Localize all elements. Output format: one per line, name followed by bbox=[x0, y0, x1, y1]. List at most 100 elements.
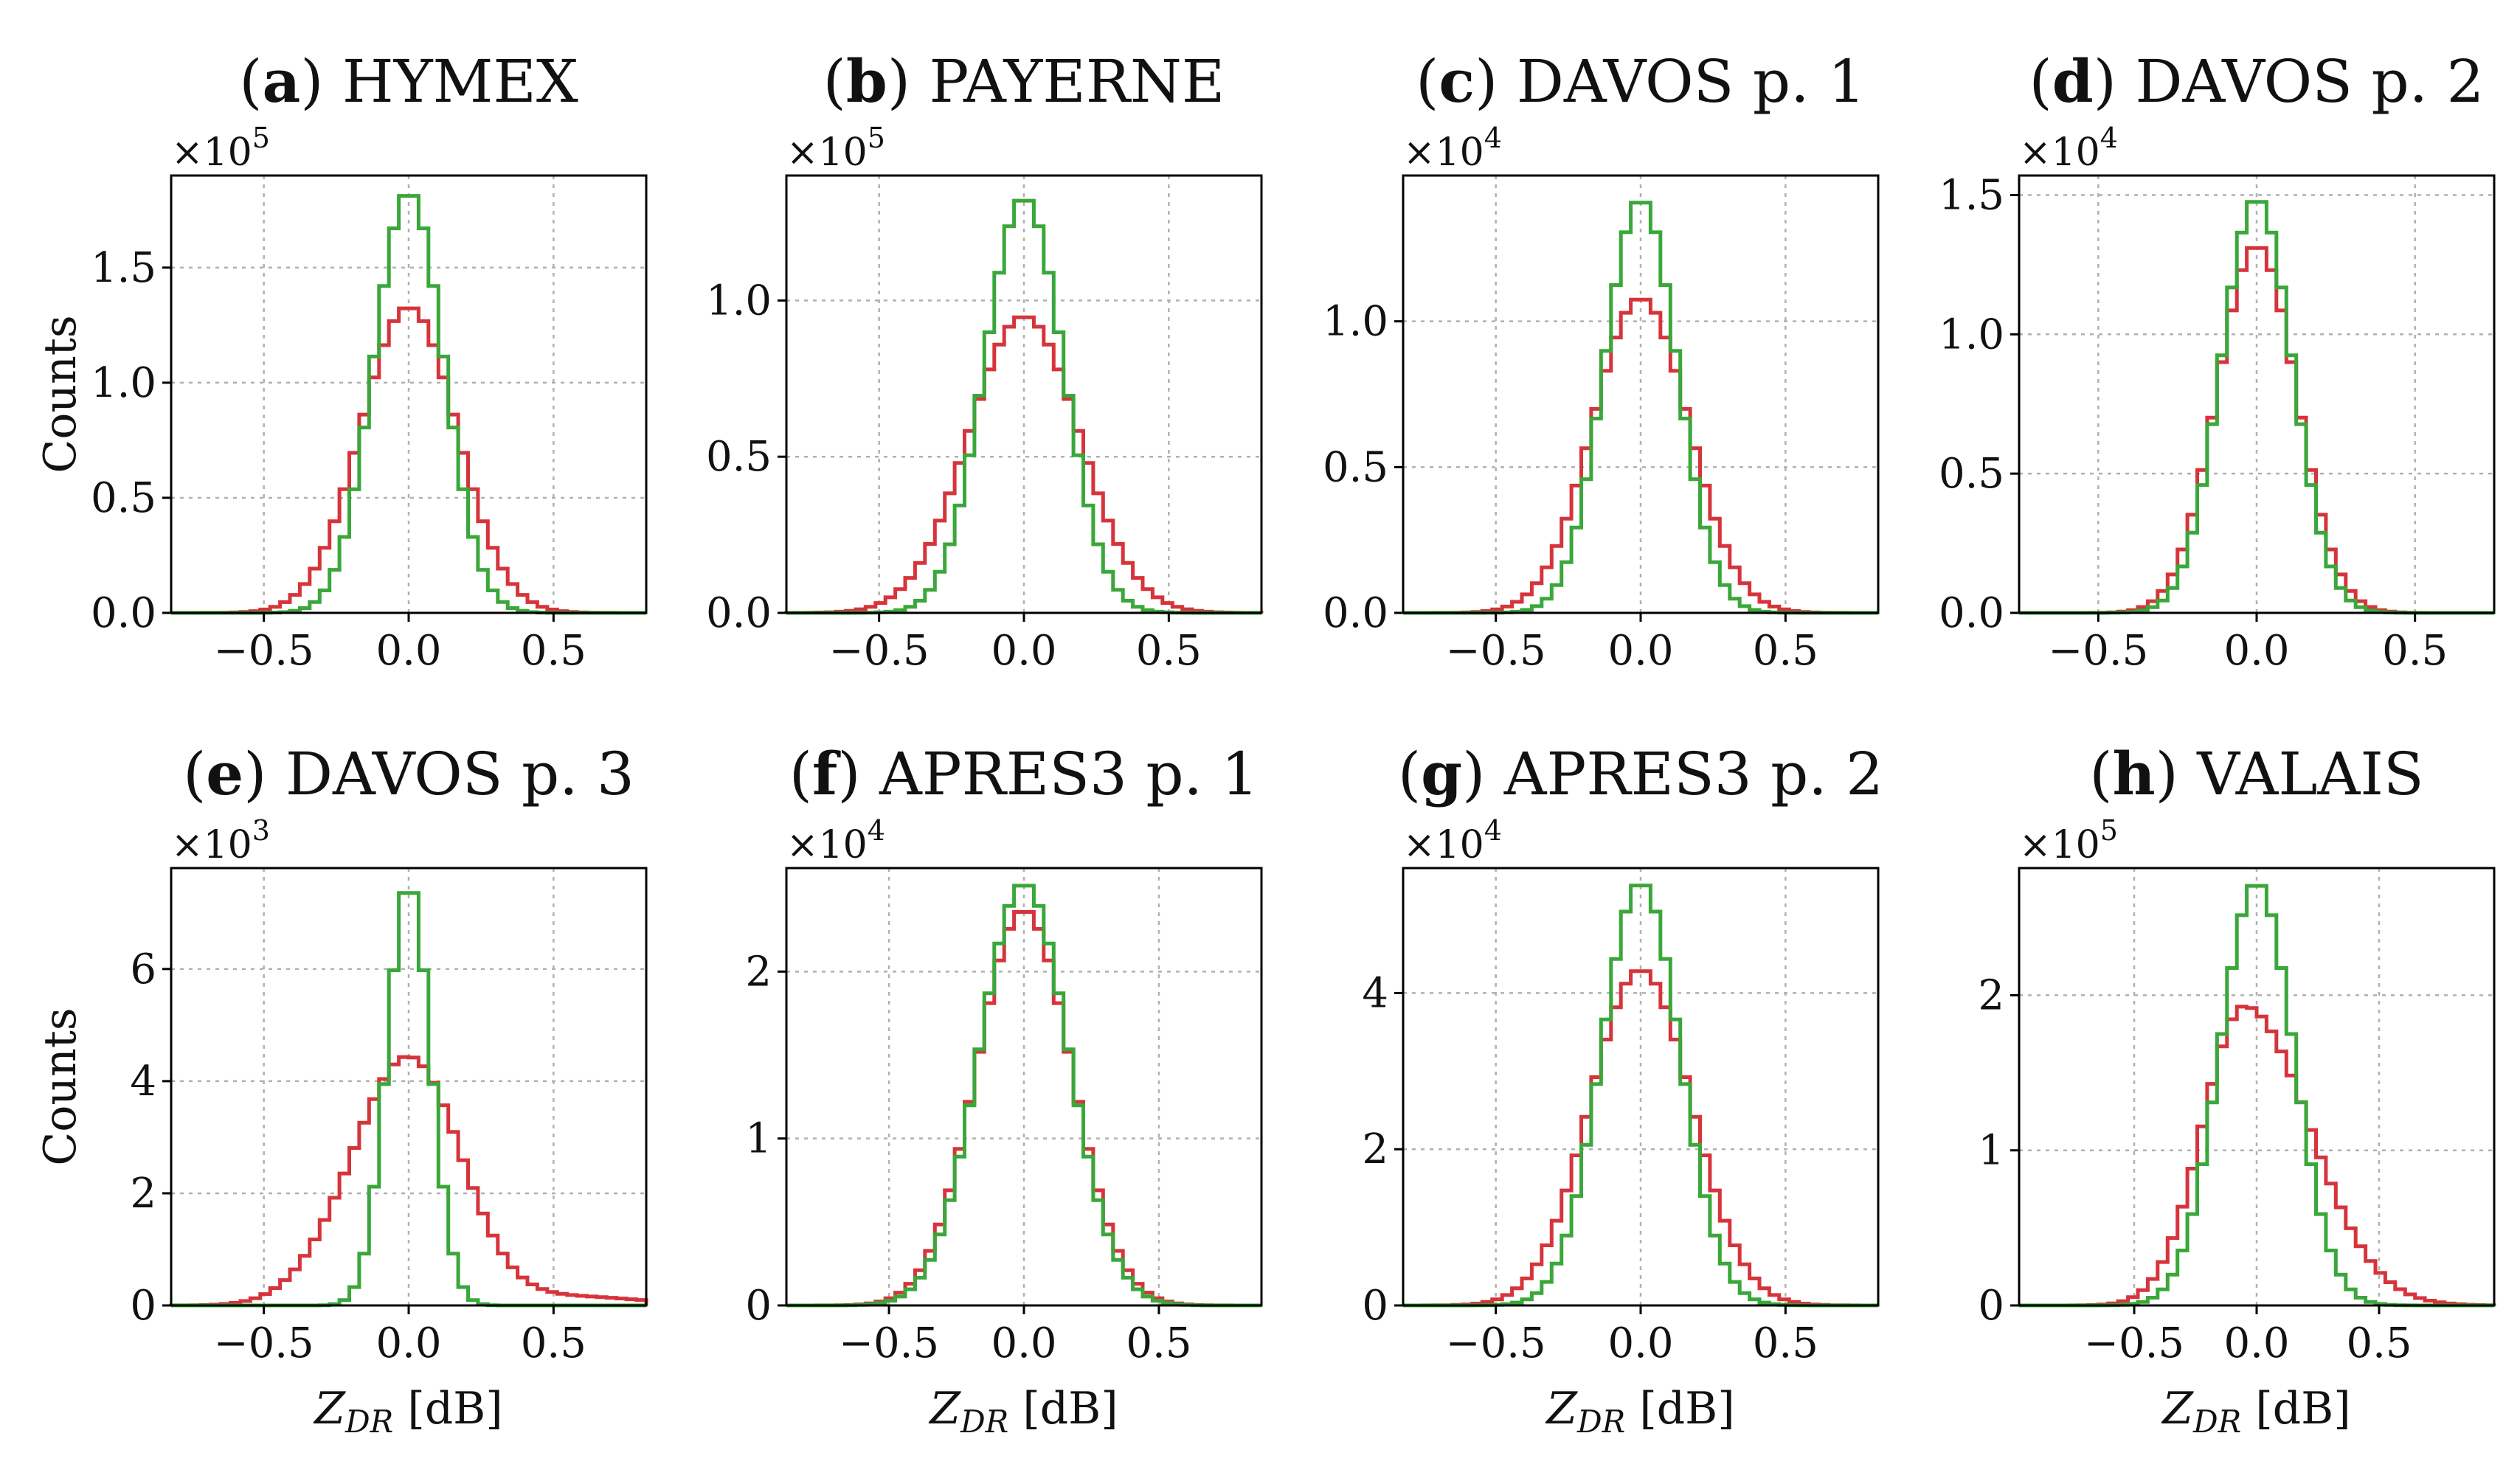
histogram-red-series bbox=[2019, 1005, 2496, 1308]
x-tick-label: −0.5 bbox=[214, 1319, 314, 1367]
y-tick-label: 1.0 bbox=[1323, 298, 1388, 346]
y-tick-label: 0.0 bbox=[1939, 589, 2004, 637]
y-axis-label: Counts bbox=[35, 1007, 86, 1165]
y-tick-label: 2 bbox=[745, 948, 772, 996]
x-axis-label: ZDR [dB] bbox=[313, 1383, 502, 1440]
x-tick-label: 0.5 bbox=[1753, 1319, 1818, 1367]
x-label-symbol: Z bbox=[313, 1383, 346, 1434]
panel-d: −0.5 0.0 0.5 0.0 0.5 1.0 1.5 ×104 (d) DAVOS p. 2 bbox=[1939, 46, 2496, 675]
x-tick-label: 0.0 bbox=[375, 1319, 441, 1367]
title-paren-close: ) bbox=[887, 47, 930, 116]
y-tick-label: 4 bbox=[1362, 969, 1388, 1017]
title-paren-close: ) bbox=[2094, 47, 2136, 116]
title-paren-close: ) bbox=[2156, 740, 2198, 808]
panel-c: −0.5 0.0 0.5 0.0 0.5 1.0 ×104 (c) DAVOS p. 1 bbox=[1323, 46, 1880, 675]
x-tick-label: 0.0 bbox=[2223, 627, 2289, 675]
x-tick-label: 0.5 bbox=[1753, 627, 1818, 675]
x-tick-label: −0.5 bbox=[1446, 1319, 1546, 1367]
title-station: APRES3 p. 2 bbox=[1503, 740, 1883, 808]
histogram-red-series bbox=[169, 1055, 648, 1308]
x-tick-label: 0.0 bbox=[991, 627, 1056, 675]
y-multiplier-exponent: 5 bbox=[2100, 814, 2118, 847]
y-multiplier-label: ×105 bbox=[171, 122, 270, 175]
x-label-unit: [dB] bbox=[2241, 1383, 2350, 1434]
x-label-symbol: Z bbox=[928, 1383, 961, 1434]
y-multiplier-label: ×103 bbox=[171, 814, 270, 867]
x-label-subscript: DR bbox=[960, 1404, 1008, 1440]
title-paren-close: ) bbox=[300, 47, 342, 116]
x-label-symbol: Z bbox=[2161, 1383, 2194, 1434]
y-multiplier-exponent: 4 bbox=[2100, 122, 2118, 154]
y-multiplier-exponent: 4 bbox=[1484, 814, 1502, 847]
title-paren-open: ( bbox=[183, 740, 206, 808]
histogram-green-series bbox=[786, 884, 1261, 1308]
x-tick-label: −0.5 bbox=[2084, 1319, 2184, 1367]
y-multiplier-exponent: 3 bbox=[252, 814, 270, 847]
title-letter: g bbox=[1421, 739, 1462, 808]
histogram-red-series bbox=[1403, 297, 1878, 615]
y-tick-label: 1.0 bbox=[1939, 311, 2004, 358]
x-tick-label: −0.5 bbox=[839, 1319, 939, 1367]
y-multiplier-exponent: 4 bbox=[1484, 122, 1502, 154]
y-tick-label: 1 bbox=[745, 1115, 772, 1163]
y-tick-label: 1.5 bbox=[1939, 171, 2004, 219]
x-axis-label: ZDR [dB] bbox=[1545, 1383, 1734, 1440]
title-station: VALAIS bbox=[2196, 740, 2423, 808]
title-station: HYMEX bbox=[342, 47, 578, 116]
histogram-red-series bbox=[1403, 969, 1878, 1308]
histogram-red-series bbox=[784, 315, 1264, 615]
y-tick-label: 6 bbox=[130, 946, 156, 993]
y-multiplier-label: ×104 bbox=[1403, 122, 1502, 175]
title-letter: b bbox=[846, 46, 887, 116]
x-axis-label: ZDR [dB] bbox=[2161, 1383, 2350, 1440]
title-paren-close: ) bbox=[243, 740, 285, 808]
panel-title: (c) DAVOS p. 1 bbox=[1416, 46, 1866, 116]
y-tick-label: 0.5 bbox=[1939, 450, 2004, 498]
x-tick-label: 0.0 bbox=[375, 627, 441, 675]
title-paren-close: ) bbox=[1462, 740, 1504, 808]
y-multiplier-label: ×105 bbox=[2019, 814, 2118, 867]
y-multiplier-label: ×105 bbox=[786, 122, 885, 175]
x-label-unit: [dB] bbox=[393, 1383, 502, 1434]
y-tick-label: 0 bbox=[130, 1282, 156, 1330]
panel-title: (a) HYMEX bbox=[239, 46, 578, 116]
title-paren-open: ( bbox=[2089, 740, 2112, 808]
title-letter: e bbox=[206, 739, 243, 808]
x-tick-label: 0.0 bbox=[2223, 1319, 2289, 1367]
title-paren-open: ( bbox=[789, 740, 812, 808]
title-letter: f bbox=[812, 739, 841, 808]
y-multiplier-exponent: 5 bbox=[252, 122, 270, 154]
y-tick-label: 0.0 bbox=[1323, 589, 1388, 637]
x-tick-label: −0.5 bbox=[1446, 627, 1546, 675]
panel-title: (g) APRES3 p. 2 bbox=[1398, 739, 1883, 808]
y-tick-label: 0.0 bbox=[706, 589, 772, 637]
x-tick-label: −0.5 bbox=[214, 627, 314, 675]
x-tick-label: 0.5 bbox=[1126, 1319, 1191, 1367]
y-multiplier-exponent: 5 bbox=[868, 122, 885, 154]
x-tick-label: 0.5 bbox=[1136, 627, 1202, 675]
title-letter: a bbox=[262, 46, 300, 116]
x-tick-label: 0.0 bbox=[1607, 627, 1673, 675]
y-axis-label: Counts bbox=[35, 315, 86, 473]
x-tick-label: −0.5 bbox=[2048, 627, 2148, 675]
title-station: PAYERNE bbox=[929, 47, 1225, 116]
y-multiplier-label: ×104 bbox=[786, 814, 885, 867]
title-station: DAVOS p. 1 bbox=[1517, 47, 1866, 116]
title-letter: c bbox=[1439, 46, 1475, 116]
y-tick-label: 4 bbox=[130, 1058, 156, 1106]
x-tick-label: 0.5 bbox=[2382, 627, 2448, 675]
panel-b: −0.5 0.0 0.5 0.0 0.5 1.0 ×105 (b) PAYERNE bbox=[706, 46, 1264, 675]
title-paren-open: ( bbox=[239, 47, 262, 116]
title-station: DAVOS p. 2 bbox=[2135, 47, 2484, 116]
x-label-subscript: DR bbox=[1576, 1404, 1625, 1440]
x-axis-label: ZDR [dB] bbox=[928, 1383, 1118, 1440]
x-label-unit: [dB] bbox=[1008, 1383, 1118, 1434]
title-paren-close: ) bbox=[837, 740, 879, 808]
panel-title: (h) VALAIS bbox=[2089, 739, 2423, 808]
y-multiplier-label: ×104 bbox=[1403, 814, 1502, 867]
y-tick-label: 0.5 bbox=[1323, 443, 1388, 491]
